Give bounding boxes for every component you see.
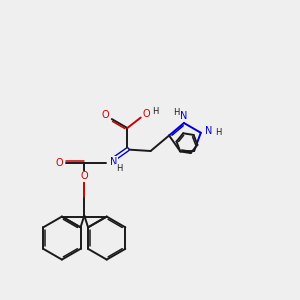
Text: N: N: [180, 111, 188, 122]
Text: H: H: [152, 106, 158, 116]
Text: H: H: [215, 128, 222, 137]
Text: N: N: [110, 157, 118, 167]
Text: O: O: [80, 171, 88, 181]
Text: H: H: [116, 164, 122, 173]
Text: O: O: [102, 110, 110, 121]
Text: N: N: [206, 126, 213, 136]
Text: O: O: [142, 109, 150, 119]
Text: H: H: [173, 108, 180, 117]
Text: O: O: [56, 158, 63, 168]
